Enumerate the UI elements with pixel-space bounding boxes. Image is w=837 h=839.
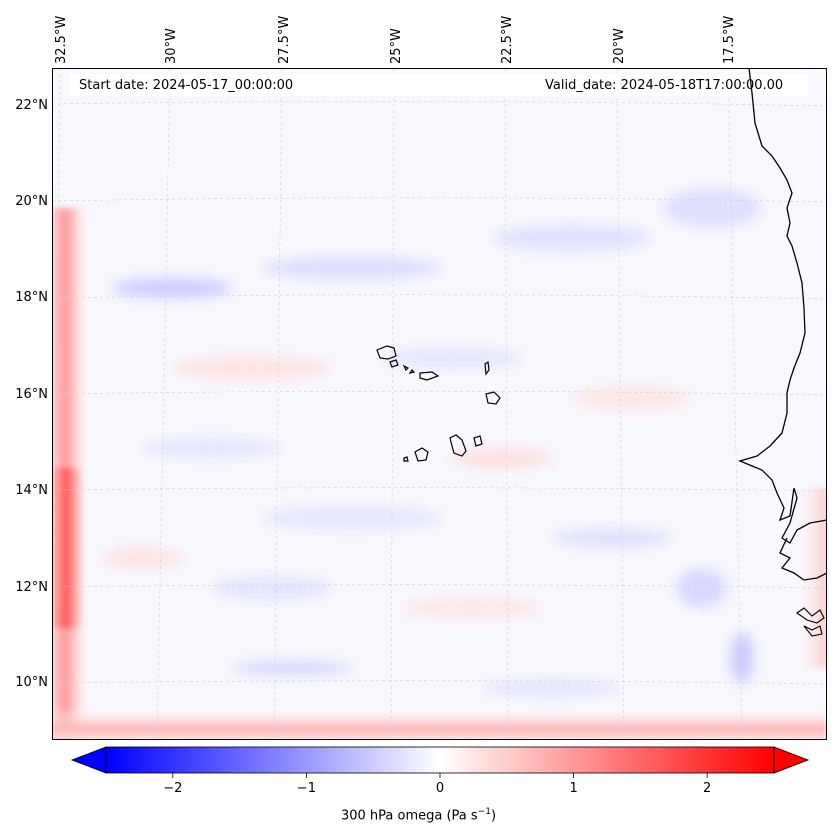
map-border [52, 68, 827, 740]
colorbar-tick-label: −1 [296, 781, 316, 796]
lat-label-12n: 12°N [15, 580, 48, 595]
lat-label-14n: 14°N [15, 483, 48, 498]
lat-label-10n: 10°N [15, 675, 48, 690]
lat-label-22n: 22°N [15, 98, 48, 113]
lon-label-32-5w: 32.5°W [54, 15, 69, 64]
lon-label-20w: 20°W [612, 28, 627, 64]
lat-label-18n: 18°N [15, 290, 48, 305]
lon-label-30w: 30°W [164, 28, 179, 64]
colorbar-label-end: ) [490, 808, 497, 824]
lon-label-17-5w: 17.5°W [722, 15, 737, 64]
colorbar-tick-label: 0 [435, 781, 445, 796]
lat-label-16n: 16°N [15, 387, 48, 402]
colorbar [70, 746, 810, 778]
left-edge-hotspot [54, 468, 84, 628]
start-date-label: Start date: 2024-05-17_00:00:00 [79, 78, 294, 93]
header-background [70, 74, 808, 96]
colorbar-label-text: 300 hPa omega (Pa s [340, 808, 478, 824]
valid-date-label: Valid_date: 2024-05-18T17:00:00.00 [545, 78, 784, 93]
colorbar-label-exponent: −1 [477, 807, 491, 817]
right-edge-band [792, 488, 827, 668]
map-background [52, 68, 827, 740]
colorbar-tick-label: 1 [569, 781, 578, 796]
bottom-edge-band [52, 708, 827, 740]
colorbar-tick-label: 2 [703, 781, 712, 796]
colorbar-extend-left [70, 746, 107, 774]
bissau-islands [796, 607, 825, 637]
omega-field [102, 188, 762, 696]
colorbar-tick-label: −2 [163, 781, 183, 796]
lon-label-27-5w: 27.5°W [277, 15, 292, 64]
colorbar-gradient [105, 746, 775, 774]
colorbar-bar [70, 746, 810, 774]
lat-label-20n: 20°N [15, 194, 48, 209]
colorbar-label: 300 hPa omega (Pa s−1) [0, 807, 837, 823]
colorbar-ticks [172, 773, 708, 778]
africa-coastline [738, 68, 827, 544]
graticule [52, 68, 827, 740]
africa-coastline-south [779, 537, 827, 581]
colorbar-extend-right [773, 746, 810, 774]
cape-verde-islands [376, 345, 501, 462]
lon-label-22-5w: 22.5°W [500, 15, 515, 64]
lon-label-25w: 25°W [389, 28, 404, 64]
omega-map [52, 68, 827, 740]
